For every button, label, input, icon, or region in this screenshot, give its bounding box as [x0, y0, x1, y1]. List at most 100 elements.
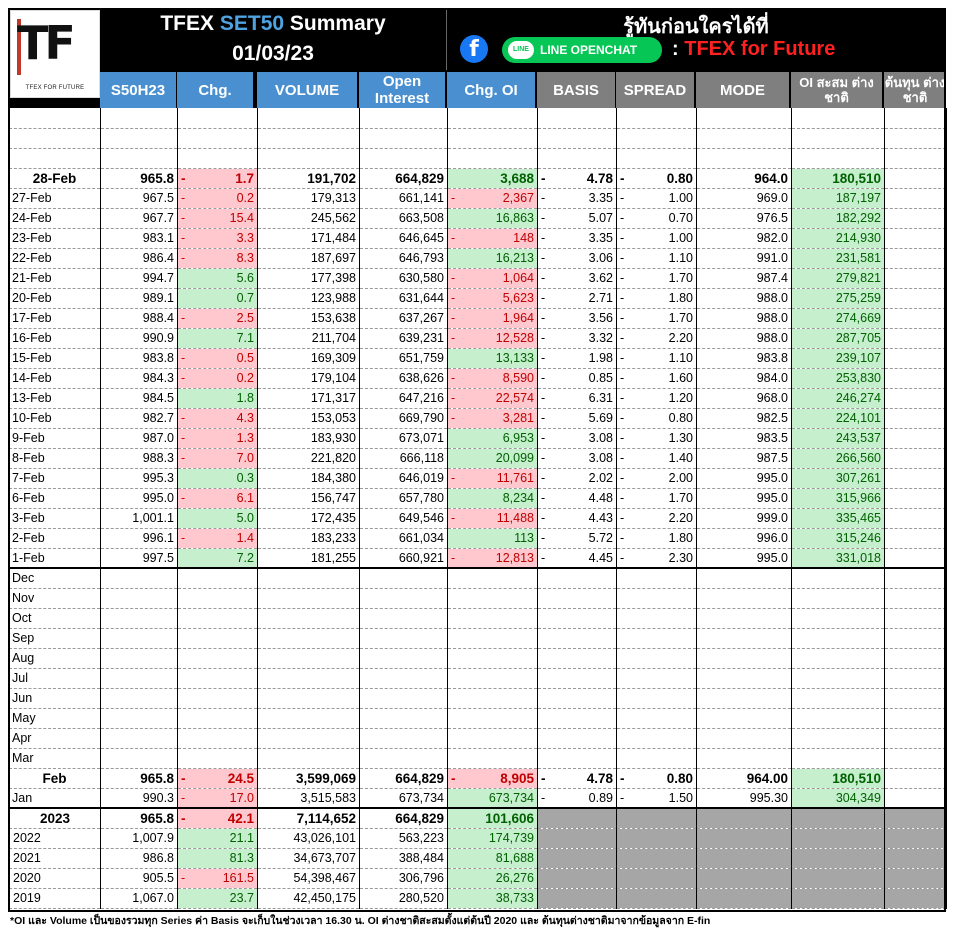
empty-cell — [447, 708, 538, 729]
negative-sign: - — [620, 391, 625, 405]
cell-chg-oi: 16,213 — [447, 248, 538, 269]
cell-open-interest-value: 664,829 — [395, 170, 444, 186]
negative-sign: - — [620, 371, 625, 385]
row-date-value: 21-Feb — [12, 271, 52, 285]
gray-cell — [791, 808, 885, 829]
cell-chg-oi: 13,133 — [447, 348, 538, 369]
empty-cell — [359, 668, 448, 689]
cell-open-interest: 638,626 — [359, 368, 448, 389]
empty-cell — [257, 688, 360, 709]
cell-basis: - 3.56 — [537, 308, 617, 329]
gray-cell — [537, 828, 617, 849]
cell-spread: - 1.70 — [616, 308, 697, 329]
cell-basis-value: 3.32 — [588, 331, 613, 345]
cell-volume: 156,747 — [257, 488, 360, 509]
cell-price: 965.8 — [100, 768, 178, 789]
cell-foreign-oi: 239,107 — [791, 348, 885, 369]
cell-basis: - 2.71 — [537, 288, 617, 309]
cell-chg: - 3.3 — [177, 228, 258, 249]
cell-mode-value: 987.4 — [756, 271, 788, 285]
negative-sign: - — [541, 491, 546, 505]
cell-chg-oi: - 148 — [447, 228, 538, 249]
empty-cell — [791, 648, 885, 669]
cell-chg: 0.7 — [177, 288, 258, 309]
cell-price-value: 1,007.9 — [132, 831, 174, 845]
cell-chg: - 1.7 — [177, 168, 258, 189]
cell-basis-value: 3.56 — [588, 311, 613, 325]
cell-open-interest-value: 646,019 — [398, 471, 444, 485]
row-date: 6-Feb — [8, 488, 101, 509]
row-date-value: 6-Feb — [12, 491, 45, 505]
facebook-icon[interactable]: f — [460, 35, 488, 63]
col-header-volume: VOLUME — [257, 72, 357, 108]
cell-basis-value: 4.43 — [588, 511, 613, 525]
cell-chg: 21.1 — [177, 828, 258, 849]
empty-row — [8, 148, 947, 169]
row-month-value: Mar — [12, 751, 34, 765]
cell-volume-value: 179,104 — [310, 371, 356, 385]
cell-volume: 171,484 — [257, 228, 360, 249]
gray-cell — [616, 828, 697, 849]
month-row: Aug — [8, 648, 947, 669]
empty-cell — [537, 648, 617, 669]
cell-chg-oi-value: 113 — [514, 531, 534, 545]
row-date: 24-Feb — [8, 208, 101, 229]
empty-cell — [100, 648, 178, 669]
cell-price: 987.0 — [100, 428, 178, 449]
cell-basis-value: 4.45 — [588, 550, 613, 565]
cell-foreign-oi-value: 275,259 — [835, 291, 881, 305]
cell-volume-value: 172,435 — [310, 511, 356, 525]
line-openchat-button[interactable]: LINE LINE OPENCHAT — [502, 37, 662, 63]
empty-cell — [884, 648, 947, 669]
cell-chg-value: 7.0 — [236, 451, 254, 465]
cell-chg-oi-value: 8,905 — [500, 770, 534, 786]
cell-volume-value: 183,233 — [310, 531, 356, 545]
gray-cell — [537, 848, 617, 869]
row-date-value: 16-Feb — [12, 331, 52, 345]
negative-sign: - — [451, 550, 456, 565]
cell-mode: 969.0 — [696, 188, 792, 209]
cell-price-value: 965.8 — [140, 170, 174, 186]
cell-price: 905.5 — [100, 868, 178, 889]
empty-cell — [177, 648, 258, 669]
cell-volume-value: 54,398,467 — [293, 871, 356, 885]
row-month-value: Nov — [12, 591, 35, 605]
negative-sign: - — [620, 351, 625, 365]
row-month: Mar — [8, 748, 101, 769]
cell-spread: - 1.40 — [616, 448, 697, 469]
cell-open-interest-value: 663,508 — [398, 211, 444, 225]
cell-basis: - 3.35 — [537, 188, 617, 209]
table-row: 2-Feb 996.1-1.4 183,233 661,034 113-5.72-1.8… — [8, 528, 947, 549]
empty-cell — [257, 668, 360, 689]
negative-sign: - — [620, 491, 625, 505]
cell-mode-value: 988.0 — [756, 331, 788, 345]
empty-cell — [616, 668, 697, 689]
cell-open-interest: 673,734 — [359, 788, 448, 809]
cell-open-interest-value: 638,626 — [398, 371, 444, 385]
col-header-chg: Chg. — [177, 72, 253, 108]
cell-chg: - 42.1 — [177, 808, 258, 829]
table-row: 9-Feb 987.0-1.3 183,930 673,071 6,953-3.08-1… — [8, 428, 947, 449]
empty-cell — [696, 728, 792, 749]
row-date: Feb — [8, 768, 101, 789]
empty-cell — [257, 708, 360, 729]
empty-row — [8, 108, 947, 129]
gray-cell — [696, 888, 792, 909]
cell-chg-value: 3.3 — [236, 231, 254, 245]
empty-cell — [177, 668, 258, 689]
negative-sign: - — [181, 770, 186, 786]
cell-basis-value: 4.78 — [586, 770, 613, 786]
empty-cell — [537, 748, 617, 769]
cell-chg: 5.0 — [177, 508, 258, 529]
cell-mode: 968.0 — [696, 388, 792, 409]
row-date: Jan — [8, 788, 101, 809]
negative-sign: - — [620, 531, 625, 545]
cell-chg-value: 7.1 — [236, 331, 254, 345]
cell-spread-value: 1.60 — [668, 371, 693, 385]
negative-sign: - — [541, 311, 546, 325]
cell-price-value: 905.5 — [142, 871, 174, 885]
negative-sign: - — [620, 170, 625, 186]
empty-cell — [177, 108, 258, 129]
cell-chg-value: 1.7 — [235, 170, 254, 186]
row-date-value: 17-Feb — [12, 311, 52, 325]
